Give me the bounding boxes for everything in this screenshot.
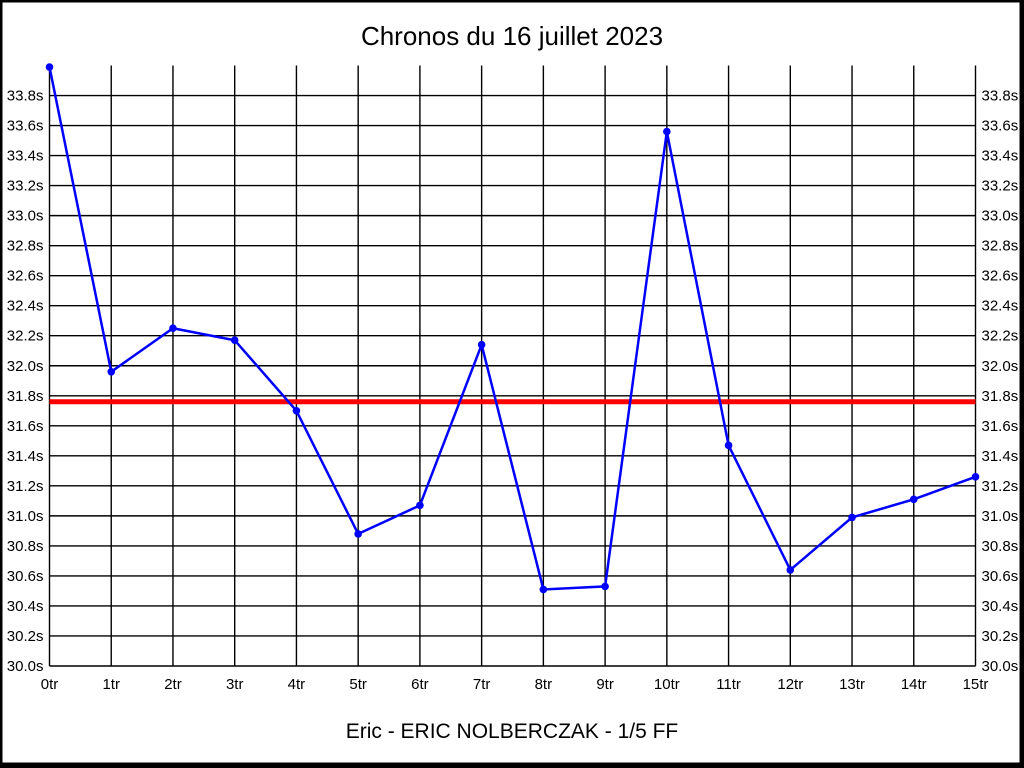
x-tick-label: 14tr (901, 676, 927, 693)
y-tick-label-left: 32.2s (7, 328, 44, 345)
x-tick-label: 1tr (102, 676, 120, 693)
y-tick-label-right: 32.2s (982, 328, 1019, 345)
y-tick-label-left: 33.0s (7, 208, 44, 225)
y-tick-label-right: 32.0s (982, 358, 1019, 375)
data-point (786, 566, 795, 574)
y-tick-label-left: 32.6s (7, 268, 44, 285)
y-tick-label-right: 33.0s (982, 208, 1019, 225)
y-tick-label-right: 30.8s (982, 538, 1019, 555)
data-point (601, 582, 609, 591)
data-point (848, 513, 856, 522)
data-point (45, 63, 54, 71)
y-tick-label-right: 30.2s (982, 628, 1019, 645)
y-tick-label-right: 33.4s (982, 148, 1019, 165)
x-tick-label: 5tr (349, 676, 367, 693)
y-tick-label-left: 30.4s (7, 598, 44, 615)
x-tick-label: 6tr (411, 676, 429, 693)
x-tick-label: 9tr (596, 676, 614, 693)
driver-info-footer: Eric - ERIC NOLBERCZAK - 1/5 FF (345, 720, 679, 743)
y-tick-label-left: 32.0s (7, 358, 44, 375)
data-point (416, 501, 424, 510)
y-tick-label-right: 33.8s (982, 88, 1019, 105)
y-tick-label-right: 31.8s (982, 388, 1019, 405)
y-tick-label-right: 33.2s (982, 178, 1019, 195)
y-tick-label-right: 32.8s (982, 238, 1019, 255)
y-tick-label-left: 33.8s (7, 88, 44, 105)
data-point (107, 367, 116, 376)
y-tick-label-right: 31.2s (982, 478, 1019, 495)
x-tick-label: 12tr (777, 676, 803, 693)
y-tick-label-left: 33.2s (7, 178, 44, 195)
y-tick-label-right: 31.4s (982, 448, 1019, 465)
y-tick-label-left: 31.2s (7, 478, 44, 495)
y-tick-label-left: 31.4s (7, 448, 44, 465)
y-tick-label-left: 30.6s (7, 568, 44, 585)
x-tick-label: 4tr (288, 676, 306, 693)
y-tick-label-left: 31.6s (7, 418, 44, 435)
x-tick-label: 10tr (654, 676, 680, 693)
y-tick-label-right: 30.0s (982, 658, 1019, 675)
x-tick-label: 3tr (226, 676, 244, 693)
y-tick-label-right: 32.4s (982, 298, 1019, 315)
y-tick-label-left: 32.8s (7, 238, 44, 255)
data-point (971, 473, 980, 481)
data-point (292, 406, 301, 415)
x-tick-label: 0tr (41, 676, 59, 693)
y-tick-label-left: 30.0s (7, 658, 44, 675)
x-tick-label: 8tr (535, 676, 553, 693)
chart-title: Chronos du 16 juillet 2023 (360, 21, 664, 51)
y-tick-label-right: 30.6s (982, 568, 1019, 585)
y-tick-label-left: 33.4s (7, 148, 44, 165)
y-tick-label-right: 31.0s (982, 508, 1019, 525)
data-point (354, 530, 362, 538)
y-tick-label-right: 30.4s (982, 598, 1019, 615)
data-point (663, 127, 671, 136)
x-tick-label: 7tr (473, 676, 491, 693)
x-tick-label: 2tr (164, 676, 182, 693)
data-point (539, 585, 548, 594)
y-tick-label-left: 30.8s (7, 538, 44, 555)
series-line (48, 66, 976, 591)
data-point (724, 441, 733, 450)
y-tick-label-left: 30.2s (7, 628, 44, 645)
y-tick-label-right: 33.6s (982, 118, 1019, 135)
x-tick-label: 11tr (716, 676, 741, 693)
y-tick-label-right: 31.6s (982, 418, 1019, 435)
y-tick-label-left: 33.6s (7, 118, 44, 135)
x-tick-label: 13tr (839, 676, 865, 693)
y-tick-label-left: 31.8s (7, 388, 44, 405)
y-tick-label-left: 32.4s (7, 298, 44, 315)
y-tick-label-right: 32.6s (982, 268, 1019, 285)
data-point (909, 495, 918, 504)
data-point (230, 336, 239, 345)
y-tick-label-left: 31.0s (7, 508, 44, 525)
data-point (477, 340, 486, 349)
data-point (169, 324, 177, 333)
x-tick-label: 15tr (963, 676, 989, 693)
